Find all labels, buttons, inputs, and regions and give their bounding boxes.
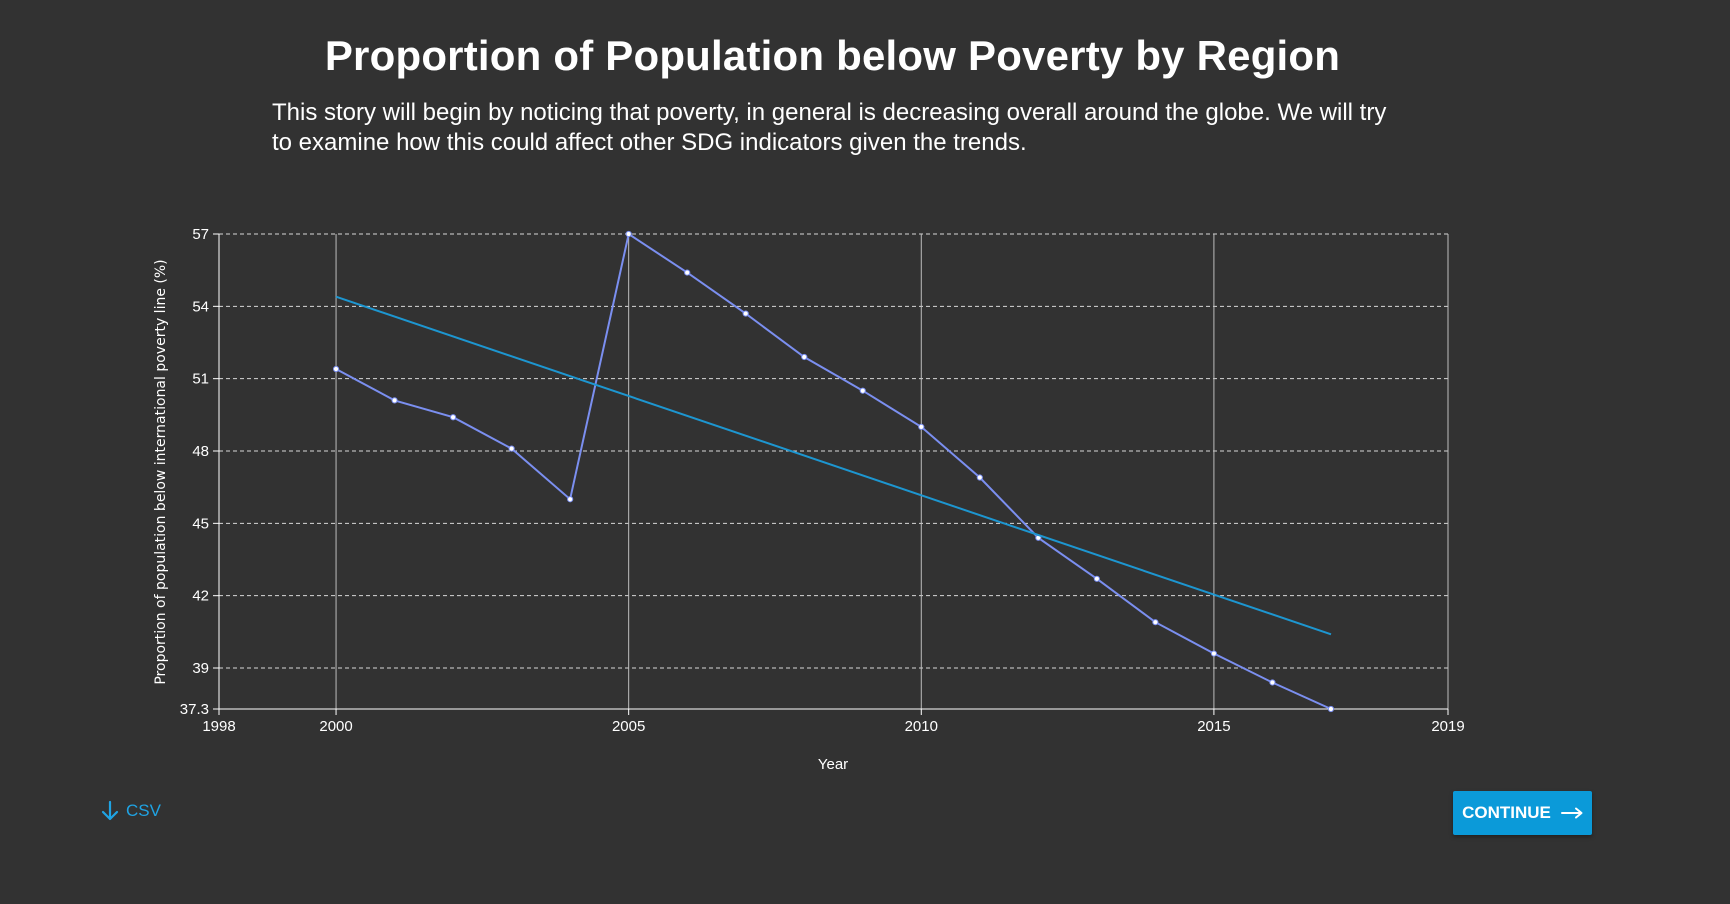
csv-label: CSV — [126, 801, 161, 820]
y-tick-label-7: 57 — [192, 226, 209, 243]
data-point-2015 — [1210, 650, 1218, 657]
chart-axes: 37.3 39 42 45 48 51 54 57 1998 2000 2005 2010 2015 20… — [180, 226, 1465, 735]
data-point-2007 — [742, 310, 749, 317]
csv-download-link[interactable]: CSV — [100, 800, 161, 822]
data-point-2009 — [859, 387, 866, 394]
x-tick-label-4: 2015 — [1197, 718, 1230, 735]
data-point-2008 — [801, 353, 808, 361]
y-tick-label-3: 45 — [192, 515, 209, 532]
continue-button[interactable]: CONTINUE — [1453, 791, 1592, 835]
data-point-2000 — [332, 365, 340, 373]
data-point-2011 — [976, 474, 983, 481]
data-point-2016 — [1269, 679, 1276, 686]
page-title: Proportion of Population below Poverty b… — [324, 32, 1341, 79]
chart-series — [332, 230, 1335, 713]
data-point-2006 — [684, 269, 691, 276]
y-tick-label-0: 37.3 — [180, 701, 209, 718]
data-point-2005 — [625, 230, 632, 238]
data-point-2013 — [1093, 575, 1100, 582]
y-tick-label-1: 39 — [192, 660, 209, 677]
data-point-2017 — [1327, 705, 1335, 713]
arrow-down-icon — [101, 800, 119, 821]
x-tick-label-1: 2000 — [319, 718, 352, 735]
continue-label: CONTINUE — [1462, 803, 1551, 822]
y-axis-label: Proportion of population below internati… — [153, 259, 169, 684]
x-tick-label-3: 2010 — [905, 718, 938, 735]
data-point-2014 — [1152, 619, 1159, 626]
x-tick-label-0: 1998 — [202, 718, 235, 735]
y-tick-label-2: 42 — [192, 588, 209, 605]
x-axis-label: Year — [818, 756, 848, 773]
data-point-2002 — [449, 414, 457, 421]
series-line-0 — [335, 232, 1332, 710]
y-tick-label-6: 54 — [192, 298, 209, 315]
y-tick-label-5: 51 — [192, 371, 209, 388]
page-description: This story will begin by noticing that p… — [272, 99, 1387, 156]
x-tick-label-2: 2005 — [612, 718, 645, 735]
data-point-2003 — [508, 445, 515, 452]
y-tick-label-4: 48 — [192, 443, 209, 460]
x-tick-label-5: 2019 — [1431, 718, 1464, 735]
trend-line-1 — [335, 295, 1332, 636]
arrow-right-icon — [1560, 807, 1583, 819]
chart-grid — [219, 233, 1449, 709]
data-point-2001 — [391, 397, 398, 404]
data-point-2004 — [567, 496, 574, 503]
data-point-2010 — [918, 423, 925, 430]
